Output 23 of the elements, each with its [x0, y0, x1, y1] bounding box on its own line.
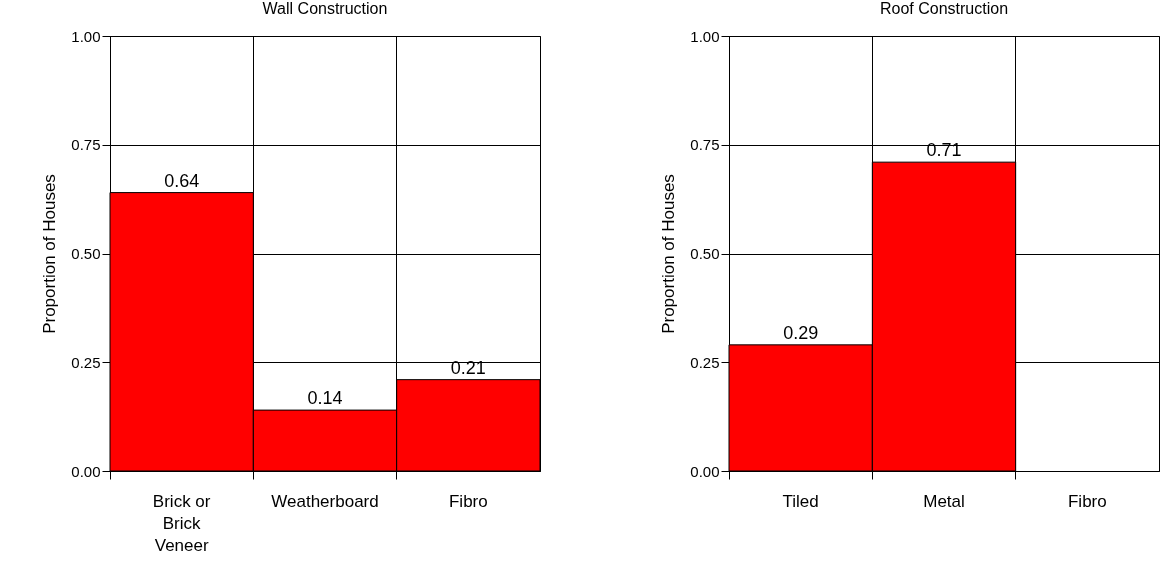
data-label: 0.14 — [307, 388, 343, 409]
x-tick-label: Fibro — [448, 491, 488, 511]
y-axis-title: Proportion of Houses — [40, 174, 60, 334]
y-tick-label: 1.00 — [690, 27, 720, 45]
chart-title: Roof Construction — [879, 0, 1009, 17]
y-tick-label: 0.50 — [71, 245, 101, 262]
y-tick-label: 0.75 — [71, 136, 101, 154]
y-axis-title: Proportion of Houses — [659, 174, 679, 334]
y-tick-label: 1.00 — [71, 27, 101, 45]
y-tick-label: 0.00 — [71, 462, 101, 480]
x-tick-label: Weatherboard — [271, 491, 379, 511]
y-tick-label: 0.25 — [690, 353, 720, 371]
y-tick-label: 0.75 — [690, 136, 720, 154]
x-tick-label: Tiled — [782, 491, 819, 511]
y-tick-label: 0.00 — [690, 462, 720, 480]
chart-title: Wall Construction — [262, 0, 388, 17]
x-tick-label: Brick or Brick Veneer — [152, 491, 211, 555]
y-tick-label: 0.50 — [690, 245, 720, 262]
data-label: 0.64 — [164, 170, 200, 191]
x-tick-label: Metal — [923, 491, 965, 511]
y-tick-label: 0.25 — [71, 353, 101, 371]
x-tick-label: Fibro — [1067, 491, 1107, 511]
data-label: 0.29 — [783, 322, 819, 343]
